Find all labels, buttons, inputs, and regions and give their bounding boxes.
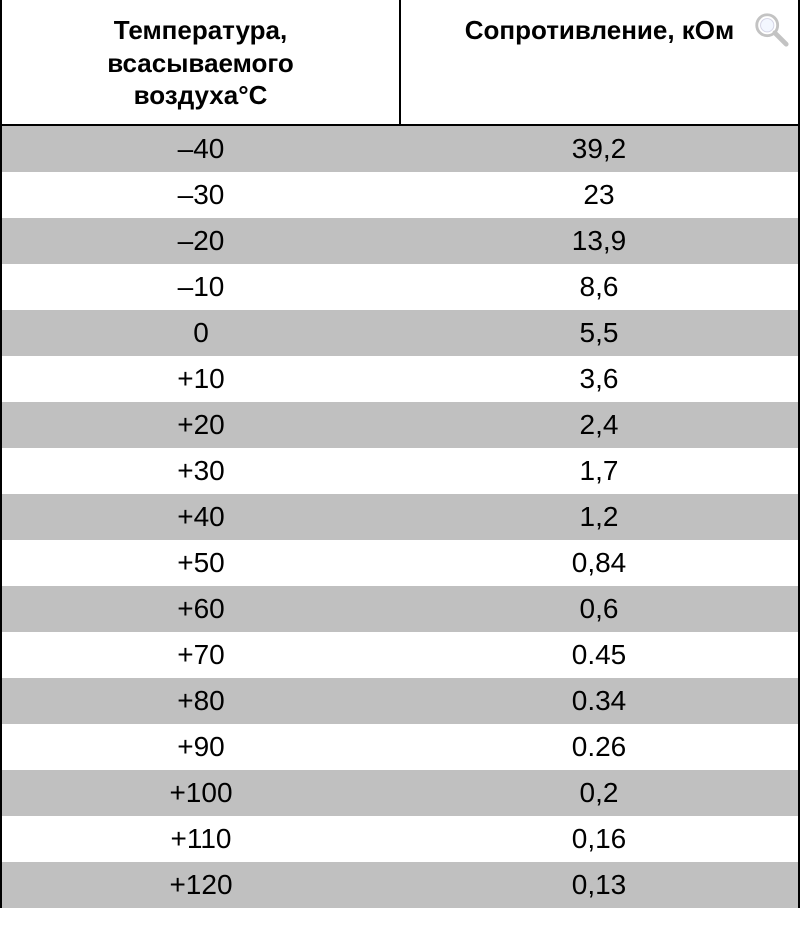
cell-temp: 0 [2,317,400,349]
cell-res: 0.26 [400,731,798,763]
table-body: –40 39,2 –30 23 –20 13,9 –10 8,6 0 5,5 +… [2,126,798,908]
cell-temp: +10 [2,363,400,395]
cell-res: 3,6 [400,363,798,395]
cell-temp: +90 [2,731,400,763]
table-row: +50 0,84 [2,540,798,586]
cell-temp: +120 [2,869,400,901]
cell-res: 0,16 [400,823,798,855]
cell-res: 0.45 [400,639,798,671]
cell-res: 2,4 [400,409,798,441]
cell-temp: +70 [2,639,400,671]
cell-temp: –20 [2,225,400,257]
cell-temp: +110 [2,823,400,855]
table-row: –40 39,2 [2,126,798,172]
table-row: +120 0,13 [2,862,798,908]
cell-res: 1,7 [400,455,798,487]
table-row: +30 1,7 [2,448,798,494]
table-header: Температура, всасываемого воздуха°С Сопр… [2,0,798,126]
table-row: +40 1,2 [2,494,798,540]
header-temperature: Температура, всасываемого воздуха°С [2,0,401,124]
header-resistance: Сопротивление, кОм [401,0,798,124]
table-row: +90 0.26 [2,724,798,770]
table-row: +80 0.34 [2,678,798,724]
cell-temp: +40 [2,501,400,533]
cell-temp: –30 [2,179,400,211]
table-row: +60 0,6 [2,586,798,632]
cell-res: 0.34 [400,685,798,717]
cell-res: 0,84 [400,547,798,579]
cell-temp: +20 [2,409,400,441]
table-row: +110 0,16 [2,816,798,862]
cell-res: 0,13 [400,869,798,901]
cell-temp: +80 [2,685,400,717]
cell-res: 0,6 [400,593,798,625]
cell-res: 13,9 [400,225,798,257]
cell-res: 39,2 [400,133,798,165]
table-row: –20 13,9 [2,218,798,264]
data-table: Температура, всасываемого воздуха°С Сопр… [0,0,800,908]
header-res-text: Сопротивление, кОм [465,15,735,45]
cell-res: 5,5 [400,317,798,349]
cell-res: 23 [400,179,798,211]
table-row: –30 23 [2,172,798,218]
cell-temp: +100 [2,777,400,809]
table-row: +20 2,4 [2,402,798,448]
cell-res: 8,6 [400,271,798,303]
table-row: +10 3,6 [2,356,798,402]
magnifier-icon[interactable] [752,10,790,48]
cell-res: 1,2 [400,501,798,533]
cell-res: 0,2 [400,777,798,809]
header-temp-line2: всасываемого [107,48,294,78]
cell-temp: +50 [2,547,400,579]
cell-temp: +60 [2,593,400,625]
table-row: –10 8,6 [2,264,798,310]
table-row: +100 0,2 [2,770,798,816]
table-row: +70 0.45 [2,632,798,678]
header-temp-line1: Температура, [114,15,288,45]
cell-temp: –10 [2,271,400,303]
cell-temp: –40 [2,133,400,165]
header-temp-line3: воздуха°С [134,80,268,110]
table-row: 0 5,5 [2,310,798,356]
cell-temp: +30 [2,455,400,487]
